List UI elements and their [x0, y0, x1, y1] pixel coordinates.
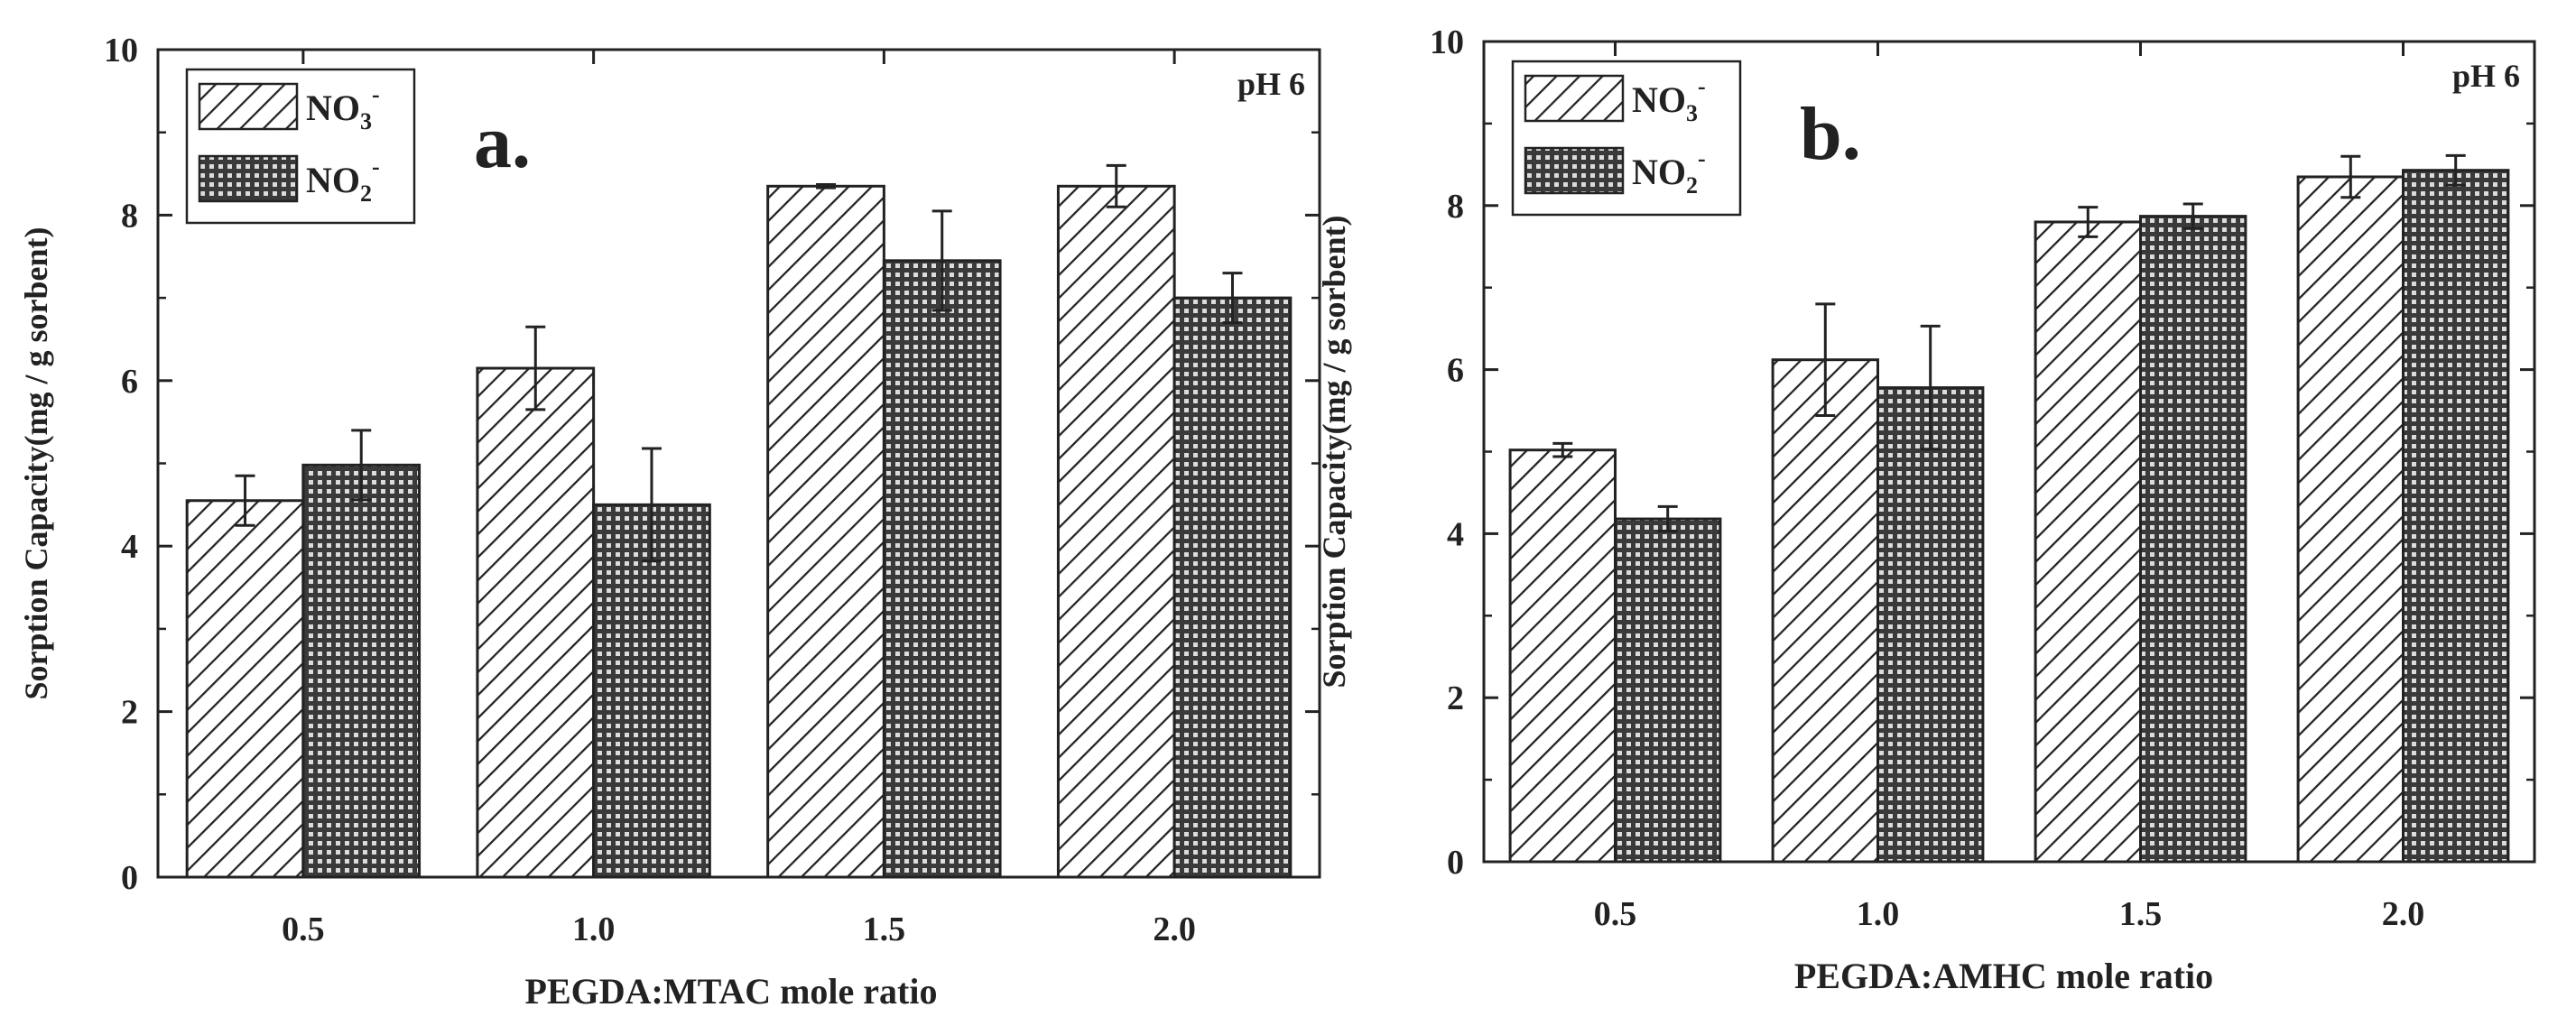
legend-swatch: [1524, 74, 1625, 123]
bar: [592, 503, 711, 879]
legend-label-sub: 2: [360, 180, 372, 207]
x-tick-label: 2.0: [2382, 895, 2425, 933]
x-tick-label: 2.0: [1153, 910, 1196, 948]
y-tick-label: 8: [1447, 188, 1464, 226]
x-tick-label: 1.5: [2119, 895, 2163, 933]
legend-label: NO3-: [306, 81, 380, 134]
x-axis-title: PEGDA:AMHC mole ratio: [1794, 956, 2213, 996]
y-tick-label: 0: [1447, 844, 1464, 882]
bar: [2402, 169, 2510, 864]
legend-label-base: NO: [1632, 152, 1686, 192]
bar: [2296, 175, 2405, 864]
panel-label: b.: [1800, 92, 1861, 176]
legend-swatch: [198, 82, 299, 131]
legend-swatch: [1524, 146, 1625, 195]
bar: [1876, 386, 1985, 864]
legend-label-base: NO: [306, 88, 360, 128]
panel-label: a.: [474, 100, 531, 184]
y-tick-label: 4: [1447, 515, 1464, 553]
y-tick-label: 0: [121, 859, 138, 897]
bar: [1508, 448, 1617, 864]
y-axis-title: Sorption Capacity(mg / g sorbent): [1316, 216, 1352, 689]
legend-label-base: NO: [306, 160, 360, 200]
legend-label-sup: -: [372, 81, 380, 107]
bar: [882, 259, 1002, 879]
y-tick-label: 10: [1430, 23, 1464, 61]
bar: [1614, 517, 1722, 864]
legend-label-sub: 3: [1686, 100, 1698, 126]
legend-label-sup: -: [1698, 73, 1706, 99]
y-axis-title: Sorption Capacity(mg / g sorbent): [18, 227, 54, 700]
legend: NO3-NO2-: [1511, 60, 1742, 217]
bar: [766, 184, 885, 879]
y-tick-label: 8: [121, 197, 138, 235]
x-axis-title: PEGDA:MTAC mole ratio: [525, 971, 938, 1012]
legend-label: NO2-: [306, 153, 380, 207]
legend-label-sup: -: [1698, 145, 1706, 171]
y-tick-label: 2: [1447, 679, 1464, 717]
x-tick-label: 0.5: [282, 910, 325, 948]
legend-label: NO3-: [1632, 73, 1706, 126]
legend-label-sup: -: [372, 153, 380, 180]
bar: [185, 499, 305, 879]
bar: [476, 366, 596, 879]
y-tick-label: 10: [104, 32, 138, 69]
y-tick-label: 6: [1447, 352, 1464, 390]
x-tick-label: 1.5: [863, 910, 906, 948]
y-tick-label: 6: [121, 363, 138, 401]
legend-label-base: NO: [1632, 79, 1686, 120]
bar: [301, 463, 422, 879]
x-tick-label: 1.0: [572, 910, 616, 948]
x-tick-label: 0.5: [1594, 895, 1637, 933]
legend-label-sub: 3: [360, 108, 372, 134]
legend-label: NO2-: [1632, 145, 1706, 199]
y-tick-label: 2: [121, 694, 138, 732]
x-tick-label: 1.0: [1857, 895, 1900, 933]
legend-label-sub: 2: [1686, 172, 1698, 199]
bar: [1172, 296, 1293, 879]
bar: [1771, 358, 1879, 864]
bar: [1056, 184, 1176, 879]
bar: [2034, 220, 2143, 864]
annotation-label: pH 6: [1237, 66, 1305, 102]
annotation-label: pH 6: [2452, 58, 2520, 94]
legend: NO3-NO2-: [185, 68, 416, 225]
y-tick-label: 4: [121, 528, 138, 566]
legend-swatch: [198, 154, 299, 203]
bar: [2139, 215, 2247, 864]
